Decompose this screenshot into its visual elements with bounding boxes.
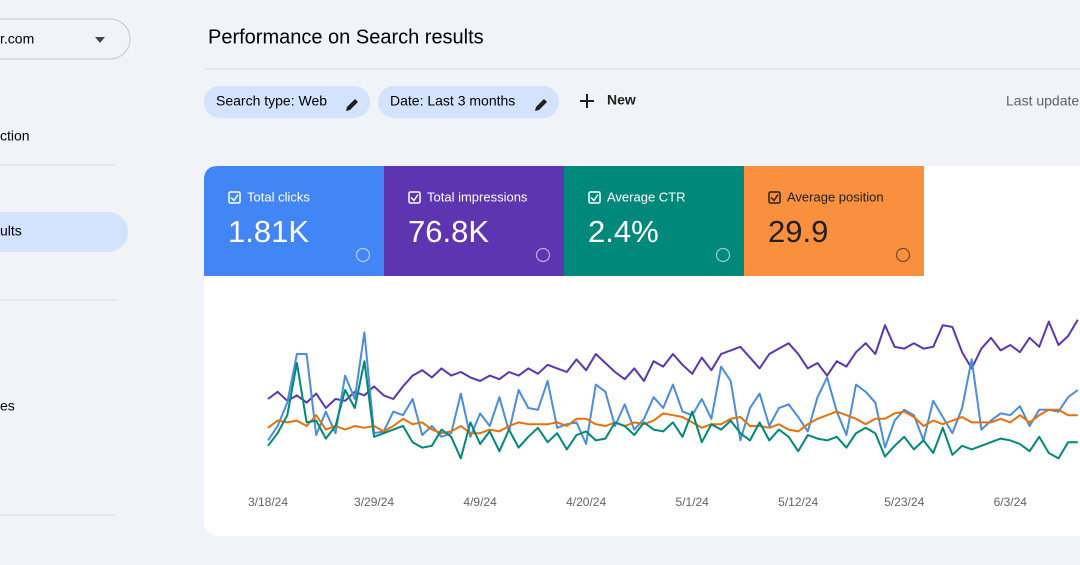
help-icon [895, 247, 911, 263]
dropdown-arrow [95, 37, 105, 43]
checkbox [768, 191, 781, 204]
property-name: r.com [0, 31, 34, 47]
new-button[interactable]: New [607, 92, 636, 108]
x-tick-label: 4/20/24 [566, 495, 606, 509]
edit-icon [346, 99, 358, 111]
last-update: Last update [1006, 93, 1079, 109]
checkbox [228, 191, 241, 204]
metric-label: Total impressions [427, 189, 528, 204]
nav-item[interactable]: ults [0, 223, 22, 239]
metric-card[interactable] [204, 166, 384, 276]
check-mark [230, 194, 239, 202]
check-mark [770, 194, 779, 202]
plus-icon [580, 94, 594, 108]
filter-chip[interactable] [378, 86, 559, 118]
property-selector[interactable] [0, 18, 131, 60]
metric-label: Average position [787, 189, 884, 204]
metric-value: 29.9 [768, 214, 828, 249]
metric-card[interactable] [564, 166, 744, 276]
chip-label: Search type: Web [216, 93, 327, 109]
line-chart: 3/18/24 3/29/24 4/9/24 4/20/24 5/1/24 5/12/24… [248, 319, 1079, 509]
x-tick-label: 3/18/24 [248, 495, 288, 509]
help-icon [715, 247, 731, 263]
x-tick-label: 4/9/24 [463, 495, 497, 509]
x-tick-label: 6/3/24 [994, 495, 1028, 509]
chip-label: Date: Last 3 months [390, 93, 515, 109]
metric-label: Average CTR [607, 189, 686, 204]
checkbox [588, 191, 601, 204]
series-line [267, 319, 1079, 409]
checkbox [408, 191, 421, 204]
metric-value: 1.81K [228, 214, 309, 249]
series-line [267, 331, 1079, 449]
x-tick-label: 3/29/24 [354, 495, 394, 509]
page-title: Performance on Search results [208, 26, 484, 48]
x-tick-label: 5/23/24 [884, 495, 924, 509]
check-mark [590, 194, 599, 202]
series-line [267, 408, 1078, 435]
metric-card[interactable] [744, 166, 924, 276]
metric-value: 2.4% [588, 214, 659, 249]
metric-card[interactable] [384, 166, 564, 276]
help-icon [355, 247, 371, 263]
check-mark [410, 194, 419, 202]
nav-item[interactable]: es [0, 398, 15, 414]
metric-value: 76.8K [408, 214, 489, 249]
metric-cards: Total clicks 1.81K Total impressions 76.8K A… [204, 166, 924, 276]
filter-chip[interactable] [204, 86, 370, 118]
metric-label: Total clicks [247, 189, 310, 204]
nav-item[interactable]: ction [0, 128, 30, 144]
edit-icon [535, 99, 547, 111]
nav-selected [0, 212, 128, 252]
series-line [267, 360, 1078, 460]
help-icon [535, 247, 551, 263]
x-tick-label: 5/12/24 [778, 495, 818, 509]
x-tick-label: 5/1/24 [675, 495, 709, 509]
